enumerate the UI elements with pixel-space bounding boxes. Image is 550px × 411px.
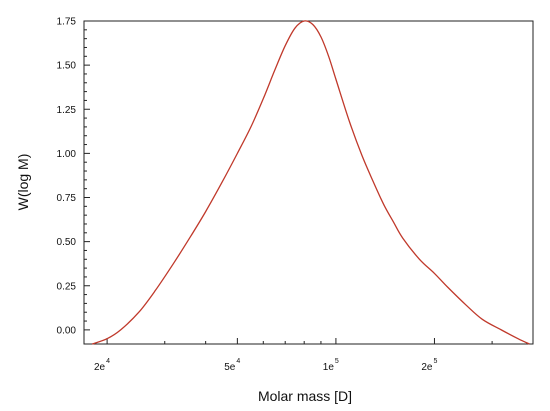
- y-tick-label: 1.00: [57, 149, 77, 160]
- x-tick-label-mantissa: 2e: [94, 362, 106, 373]
- series-layer: [91, 20, 530, 345]
- y-tick-label: 1.50: [57, 61, 77, 72]
- x-tick-label-exponent: 4: [236, 358, 240, 365]
- y-tick-label: 0.50: [57, 237, 77, 248]
- x-tick-label-mantissa: 5e: [224, 362, 236, 373]
- x-axis-title: Molar mass [D]: [258, 388, 352, 404]
- x-tick-label-exponent: 4: [106, 358, 110, 365]
- y-axis-ticks: 0.00 0.25 0.50 0.75 1.00 1.25 1.50 1.75: [57, 17, 90, 336]
- x-tick-label-mantissa: 1e: [323, 362, 335, 373]
- x-tick-label-mantissa: 2e: [421, 362, 433, 373]
- x-tick-label-exponent: 5: [433, 358, 437, 365]
- y-tick-label: 0.25: [57, 281, 77, 292]
- y-axis-title: W(log M): [15, 154, 31, 211]
- y-tick-label: 1.75: [57, 17, 77, 28]
- y-tick-label: 0.00: [57, 325, 77, 336]
- series-line-0: [91, 20, 530, 345]
- y-tick-label: 1.25: [57, 105, 77, 116]
- y-tick-label: 0.75: [57, 193, 77, 204]
- x-tick-label-exponent: 5: [335, 358, 339, 365]
